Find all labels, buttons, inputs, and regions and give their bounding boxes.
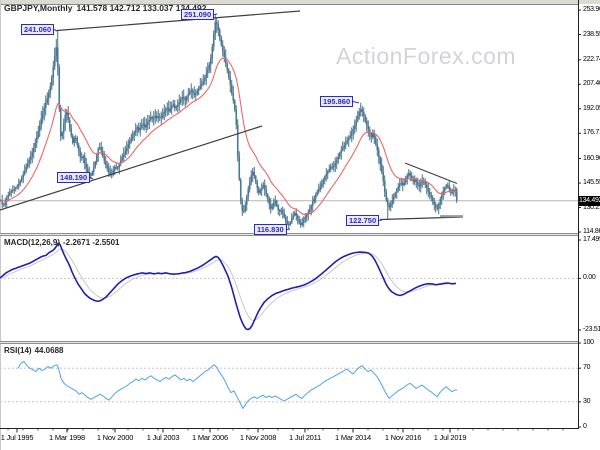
macd-tick-0.00: 0.00: [583, 274, 596, 282]
macd-name: MACD(12,26,9): [4, 238, 61, 247]
support-line: [379, 216, 464, 221]
date-tick-1-Nov-2016: 1 Nov 2016: [384, 433, 422, 442]
price-label-116.830[interactable]: 116.830: [254, 224, 287, 235]
price-label-195.860[interactable]: 195.860: [320, 96, 354, 107]
moving-average-line: [0, 57, 458, 216]
rsi-indicator-label: RSI(14) 44.0688: [4, 346, 63, 355]
rsi-current-value: 44.0688: [34, 346, 64, 355]
rsi-line: [17, 361, 457, 409]
price-tick-222.745: 222.745: [583, 55, 600, 63]
date-tick-1-Mar-2014: 1 Mar 2014: [335, 433, 371, 442]
price-label-148.190[interactable]: 148.190: [57, 172, 91, 183]
macd-indicator-label: MACD(12,26,9) -2.2671 -2.5501: [4, 238, 120, 247]
price-tick-145.555: 145.555: [583, 179, 600, 187]
rsi-tick-70: 70: [583, 364, 591, 372]
price-tick-207.400: 207.400: [583, 80, 600, 88]
price-tick-192.055: 192.055: [583, 104, 600, 112]
ohlc-values: 141.578 142.712 133.037 134.492: [76, 3, 207, 13]
chart-title: GBPJPY,Monthly 141.578 142.712 133.037 13…: [4, 3, 206, 13]
date-tick-1-Jul-2019: 1 Jul 2019: [433, 433, 467, 442]
price-label-122.750[interactable]: 122.750: [346, 215, 380, 226]
date-tick-1-Nov-2000: 1 Nov 2000: [96, 433, 134, 442]
macd-signal-line: [0, 248, 457, 321]
macd-current-values: -2.2671 -2.5501: [63, 238, 120, 247]
rsi-tick-0: 0: [583, 423, 587, 430]
price-tick-176.710: 176.710: [583, 129, 600, 137]
macd-tick--23.5153: -23.5153: [583, 326, 600, 334]
panel-splitter-macd[interactable]: [0, 233, 578, 236]
date-tick-1-Mar-2006: 1 Mar 2006: [192, 433, 228, 442]
date-tick-1-Nov-2008: 1 Nov 2008: [239, 433, 277, 442]
rsi-tick-30: 30: [583, 397, 591, 405]
price-label-251.090[interactable]: 251.090: [181, 9, 215, 20]
trendline-falling-short: [404, 162, 458, 185]
symbol-period-label: GBPJPY,Monthly: [4, 3, 73, 13]
macd-main-line: [0, 242, 457, 331]
price-tick-238.555: 238.555: [583, 30, 600, 38]
macd-tick-17.4993: 17.4993: [583, 235, 600, 243]
price-tick-253.900: 253.900: [583, 6, 600, 13]
current-price-tag: 134.492: [579, 195, 600, 206]
price-tick-160.900: 160.900: [583, 154, 600, 162]
date-tick-1-Jul-1995: 1 Jul 1995: [0, 433, 34, 442]
date-tick-1-Jul-2011: 1 Jul 2011: [288, 433, 322, 442]
trendline-upper-resistance: [56, 10, 301, 32]
price-tick-114.865: 114.865: [583, 228, 600, 236]
watermark-logo: ActionForex.com: [336, 43, 517, 69]
date-tick-1-Mar-1998: 1 Mar 1998: [49, 433, 85, 442]
rsi-tick-100: 100: [583, 339, 594, 346]
date-tick-1-Jul-2003: 1 Jul 2003: [146, 433, 180, 442]
panel-splitter-rsi[interactable]: [0, 341, 578, 344]
trendline-rising-support: [0, 125, 263, 211]
price-label-241.060[interactable]: 241.060: [21, 24, 55, 35]
price-tick-130.210: 130.210: [583, 203, 600, 211]
rsi-name: RSI(14): [4, 346, 32, 355]
